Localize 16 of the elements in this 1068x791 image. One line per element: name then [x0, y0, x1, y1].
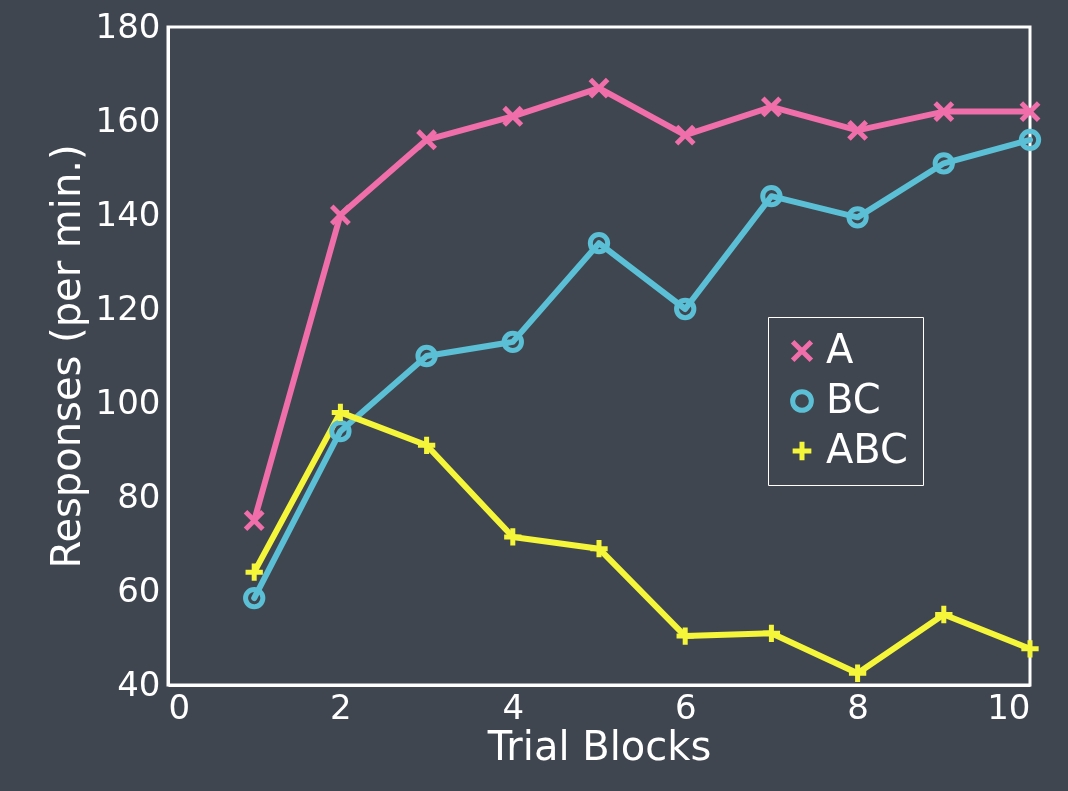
- x-tick-label: 2: [330, 686, 352, 727]
- x-tick-label: 0: [168, 686, 191, 727]
- y-tick-label: 100: [95, 381, 161, 422]
- y-tick-label: 80: [117, 475, 161, 516]
- legend-label: ABC: [826, 426, 909, 472]
- y-tick-label: 160: [95, 99, 161, 140]
- legend-label: A: [826, 326, 854, 372]
- y-tick-label: 180: [95, 5, 161, 46]
- y-tick-label: 60: [117, 569, 161, 610]
- x-tick-label: 8: [847, 686, 869, 727]
- y-tick-label: 40: [117, 663, 161, 704]
- legend-label: BC: [826, 376, 881, 422]
- y-tick-label: 140: [95, 193, 161, 234]
- y-axis-title: Responses (per min.): [42, 144, 89, 569]
- y-tick-label: 120: [95, 287, 161, 328]
- x-tick-label: 10: [987, 686, 1031, 727]
